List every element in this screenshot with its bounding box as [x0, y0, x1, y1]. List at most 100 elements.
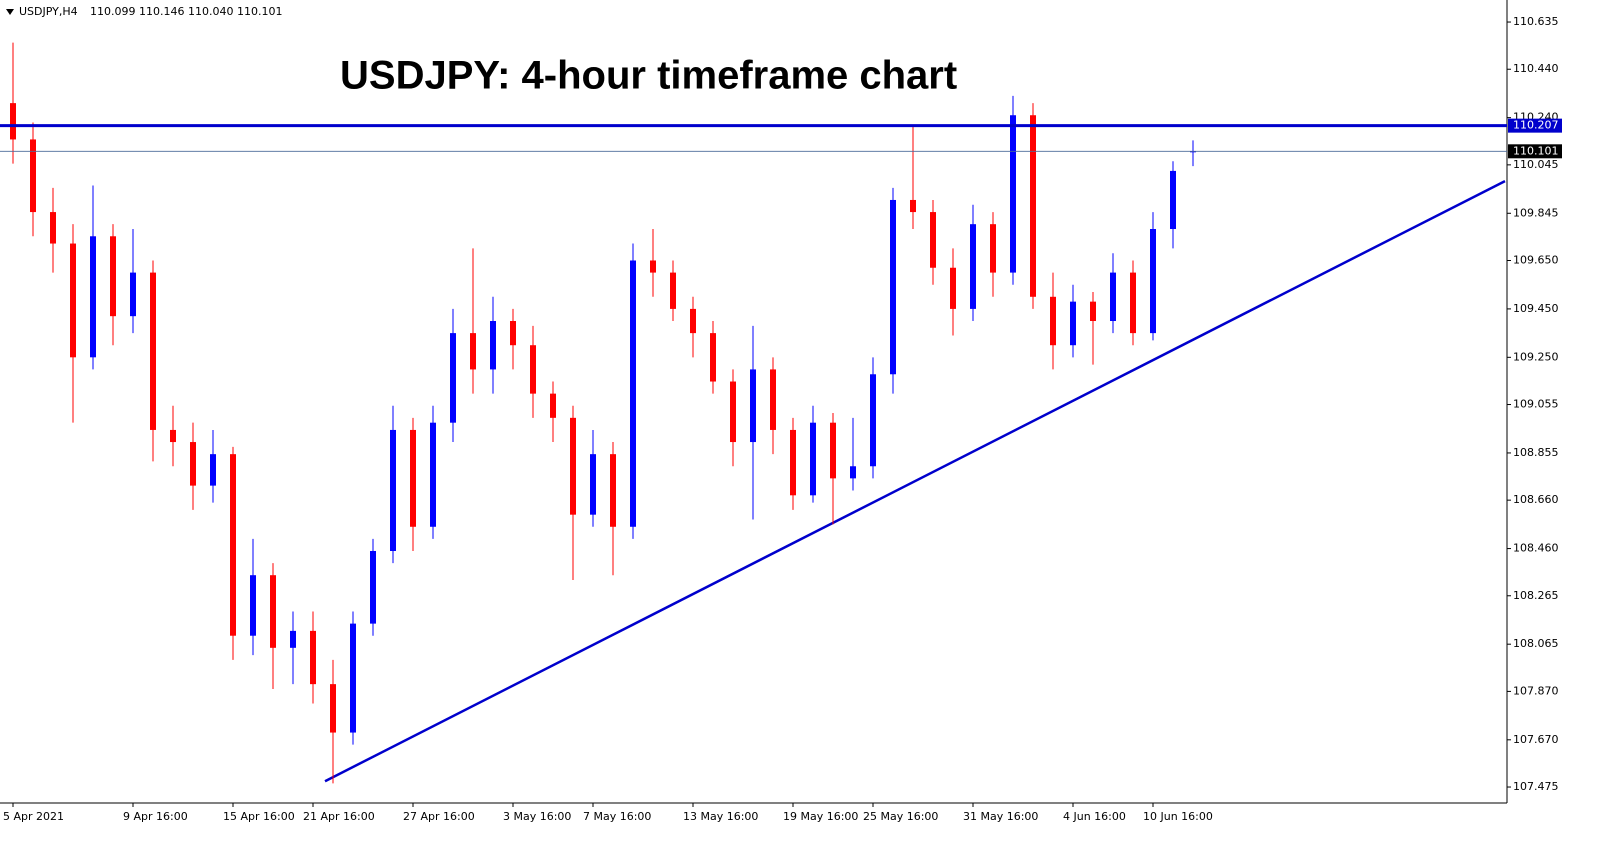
- x-tick-label: 13 May 16:00: [683, 810, 758, 823]
- x-tick-label: 25 May 16:00: [863, 810, 938, 823]
- candle-body: [690, 308, 696, 334]
- y-tick-label: 109.055: [1513, 398, 1559, 411]
- y-tick-label: 108.855: [1513, 446, 1559, 459]
- candle-body: [1090, 301, 1096, 322]
- candle-body: [910, 199, 916, 213]
- candle-body: [10, 103, 16, 140]
- y-tick-label: 109.250: [1513, 350, 1559, 363]
- x-tick-label: 3 May 16:00: [503, 810, 571, 823]
- candle-body: [530, 345, 536, 394]
- x-tick-label: 9 Apr 16:00: [123, 810, 188, 823]
- y-tick-label: 108.065: [1513, 637, 1559, 650]
- candle-body: [970, 224, 976, 309]
- x-tick-label: 19 May 16:00: [783, 810, 858, 823]
- candle-body: [130, 272, 136, 317]
- y-tick-label: 110.045: [1513, 158, 1559, 171]
- y-tick-label: 108.660: [1513, 493, 1559, 506]
- candle-body: [390, 429, 396, 551]
- y-tick-label: 107.870: [1513, 684, 1559, 697]
- candle-body: [230, 454, 236, 636]
- price-label-box: [1508, 118, 1562, 133]
- candle-body: [190, 442, 196, 486]
- quote: 110.099 110.146 110.040 110.101: [90, 5, 282, 18]
- candle-body: [750, 369, 756, 443]
- y-tick-label: 107.670: [1513, 733, 1559, 746]
- candle-body: [490, 321, 496, 370]
- candle-body: [770, 369, 776, 430]
- candle-body: [650, 260, 656, 273]
- candle-body: [210, 454, 216, 486]
- x-tick-label: 5 Apr 2021: [3, 810, 64, 823]
- candle-body: [630, 260, 636, 527]
- candle-body: [1030, 115, 1036, 297]
- candle-body: [50, 212, 56, 244]
- candle-body: [450, 333, 456, 423]
- candle-body: [790, 429, 796, 496]
- candle-body: [350, 623, 356, 733]
- candle-body: [1130, 272, 1136, 334]
- candle-body: [270, 575, 276, 648]
- candle-body: [990, 224, 996, 273]
- candle-body: [1190, 151, 1196, 153]
- y-tick-label: 109.650: [1513, 253, 1559, 266]
- x-tick-label: 21 Apr 16:00: [303, 810, 375, 823]
- price-label: 110.207: [1513, 119, 1559, 132]
- x-tick-label: 10 Jun 16:00: [1143, 810, 1213, 823]
- y-tick-label: 110.635: [1513, 15, 1559, 28]
- candle-body: [930, 212, 936, 268]
- candle-body: [310, 630, 316, 685]
- candle-body: [810, 422, 816, 496]
- candle-body: [430, 422, 436, 527]
- candle-body: [1170, 170, 1176, 230]
- candle-body: [510, 321, 516, 346]
- x-tick-label: 31 May 16:00: [963, 810, 1038, 823]
- candle-body: [870, 374, 876, 467]
- x-tick-label: 27 Apr 16:00: [403, 810, 475, 823]
- candle-body: [1070, 301, 1076, 346]
- y-tick-label: 110.440: [1513, 62, 1559, 75]
- candle-body: [570, 417, 576, 515]
- y-tick-label: 109.845: [1513, 206, 1559, 219]
- price-label-box: [1508, 144, 1562, 159]
- candle-body: [850, 466, 856, 479]
- menu-arrow: [6, 9, 14, 15]
- candle-body: [1150, 229, 1156, 334]
- candle-body: [1050, 296, 1056, 346]
- candle-body: [1010, 115, 1016, 273]
- candle-body: [30, 139, 36, 213]
- candle-body: [370, 550, 376, 624]
- y-tick-label: 108.265: [1513, 589, 1559, 602]
- x-tick-label: 4 Jun 16:00: [1063, 810, 1126, 823]
- candle-body: [710, 333, 716, 382]
- candle-body: [830, 422, 836, 479]
- candle-body: [470, 333, 476, 370]
- candle-body: [110, 236, 116, 317]
- candle-body: [950, 267, 956, 309]
- y-tick-label: 108.460: [1513, 542, 1559, 555]
- candle-body: [70, 243, 76, 358]
- x-tick-label: 15 Apr 16:00: [223, 810, 295, 823]
- candle-body: [330, 684, 336, 733]
- candle-body: [670, 272, 676, 309]
- chart-title: USDJPY: 4-hour timeframe chart: [340, 54, 957, 98]
- candle-body: [610, 454, 616, 527]
- trendline: [324, 179, 1506, 783]
- candle-body: [290, 630, 296, 648]
- candle-body: [410, 429, 416, 527]
- candle-body: [170, 429, 176, 443]
- price-label: 110.101: [1513, 144, 1559, 157]
- y-tick-label: 107.475: [1513, 780, 1559, 793]
- candle-body: [1110, 272, 1116, 322]
- candle-body: [890, 199, 896, 375]
- candle-body: [90, 236, 96, 358]
- x-tick-label: 7 May 16:00: [583, 810, 651, 823]
- candle-body: [730, 381, 736, 443]
- candle-body: [550, 393, 556, 418]
- candle-body: [250, 575, 256, 636]
- candle-body: [590, 454, 596, 515]
- y-tick-label: 109.450: [1513, 302, 1559, 315]
- candle-body: [150, 272, 156, 430]
- symbol: USDJPY,H4: [19, 5, 78, 18]
